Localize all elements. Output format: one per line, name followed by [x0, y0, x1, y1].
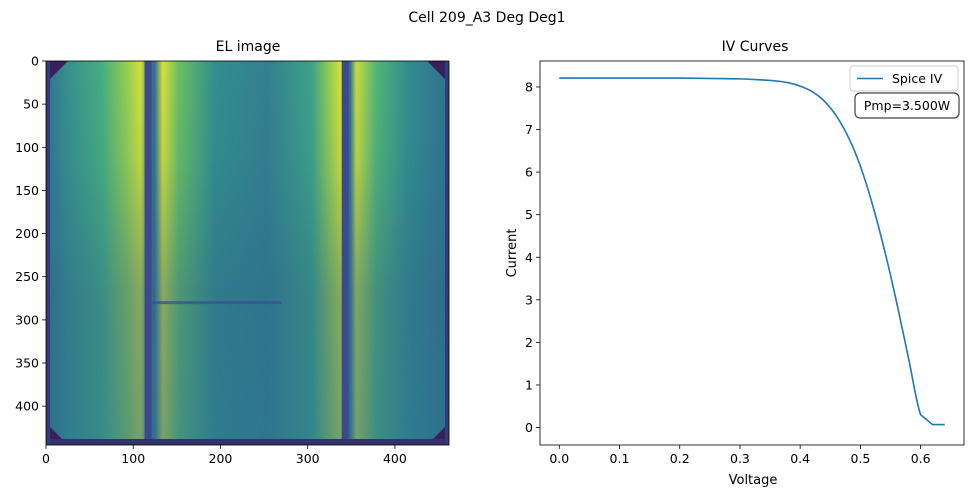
iv-y-tick-label: 0 [525, 420, 533, 435]
el-x-tick-label: 200 [209, 451, 233, 466]
pmp-annotation: Pmp=3.500W [854, 92, 960, 119]
iv-x-axis-label: Voltage [729, 473, 778, 488]
iv-x-tick-label: 0.2 [670, 451, 690, 466]
iv-y-axis-label: Current [505, 229, 520, 278]
el-y-tick-label: 100 [15, 140, 39, 155]
el-right-edge [445, 61, 449, 445]
iv-y-tick-label: 7 [525, 122, 533, 137]
el-y-tick-label: 200 [15, 226, 39, 241]
el-x-tick-label: 300 [296, 451, 320, 466]
el-image-title: EL image [216, 39, 281, 55]
legend: Spice IV [849, 65, 959, 92]
iv-x-axis: 0.0 0.1 0.2 0.3 0.4 0.5 0.6 [549, 445, 931, 466]
figure-suptitle: Cell 209_A3 Deg Deg1 [408, 10, 565, 26]
series-points-spice-iv [559, 78, 945, 425]
el-image-x-axis: 0 100 200 300 400 [42, 445, 407, 466]
el-y-tick-label: 400 [15, 399, 39, 414]
el-corner-tl [46, 61, 68, 83]
el-y-tick-label: 300 [15, 312, 39, 327]
iv-y-tick-label: 2 [525, 335, 533, 350]
iv-plot-frame [539, 60, 965, 446]
iv-x-tick-label: 0.6 [911, 451, 931, 466]
el-image-panel: EL image 0 100 200 300 400 0 50 100 150 200 250 30… [15, 39, 450, 466]
iv-plot-background [540, 61, 964, 445]
iv-x-tick-label: 0.5 [850, 451, 870, 466]
el-image-y-axis: 0 50 100 150 200 250 300 350 400 [15, 54, 46, 414]
el-image-grain [46, 61, 449, 445]
el-busbar-1 [144, 61, 152, 439]
iv-x-tick-label: 0.4 [790, 451, 810, 466]
series-line-spice-iv [559, 77, 945, 426]
el-x-tick-label: 400 [383, 451, 407, 466]
iv-curves-title: IV Curves [722, 39, 789, 55]
el-y-tick-label: 50 [23, 97, 39, 112]
iv-curves-panel: IV Curves 0.0 0.1 0.2 0.3 0.4 0.5 0.6 0 1 2 3 4 5 6 7… [505, 39, 965, 488]
el-y-tick-label: 350 [15, 356, 39, 371]
el-corner-tr [427, 61, 449, 83]
el-bottom-edge [46, 439, 449, 445]
el-y-tick-label: 150 [15, 183, 39, 198]
iv-y-tick-label: 8 [525, 79, 533, 94]
iv-x-tick-label: 0.0 [549, 451, 569, 466]
iv-y-tick-label: 6 [525, 165, 533, 180]
el-x-tick-label: 100 [121, 451, 145, 466]
legend-box [849, 65, 959, 92]
iv-y-tick-label: 5 [525, 207, 533, 222]
pmp-annotation-box [854, 92, 960, 119]
el-x-tick-label: 0 [42, 451, 50, 466]
iv-x-tick-label: 0.1 [610, 451, 630, 466]
iv-y-tick-label: 1 [525, 377, 533, 392]
pmp-annotation-text: Pmp=3.500W [864, 98, 950, 113]
el-y-tick-label: 250 [15, 269, 39, 284]
iv-y-tick-label: 4 [525, 250, 533, 265]
el-image-frame [45, 60, 450, 446]
el-y-tick-label: 0 [31, 54, 39, 69]
el-busbar-2 [341, 61, 349, 439]
el-crack [152, 301, 282, 305]
iv-y-axis: 0 1 2 3 4 5 6 7 8 [525, 79, 540, 435]
legend-label-spice-iv: Spice IV [892, 71, 943, 86]
el-left-edge [46, 61, 50, 445]
iv-y-tick-label: 3 [525, 292, 533, 307]
el-image-heatmap [46, 61, 449, 445]
iv-x-tick-label: 0.3 [730, 451, 750, 466]
